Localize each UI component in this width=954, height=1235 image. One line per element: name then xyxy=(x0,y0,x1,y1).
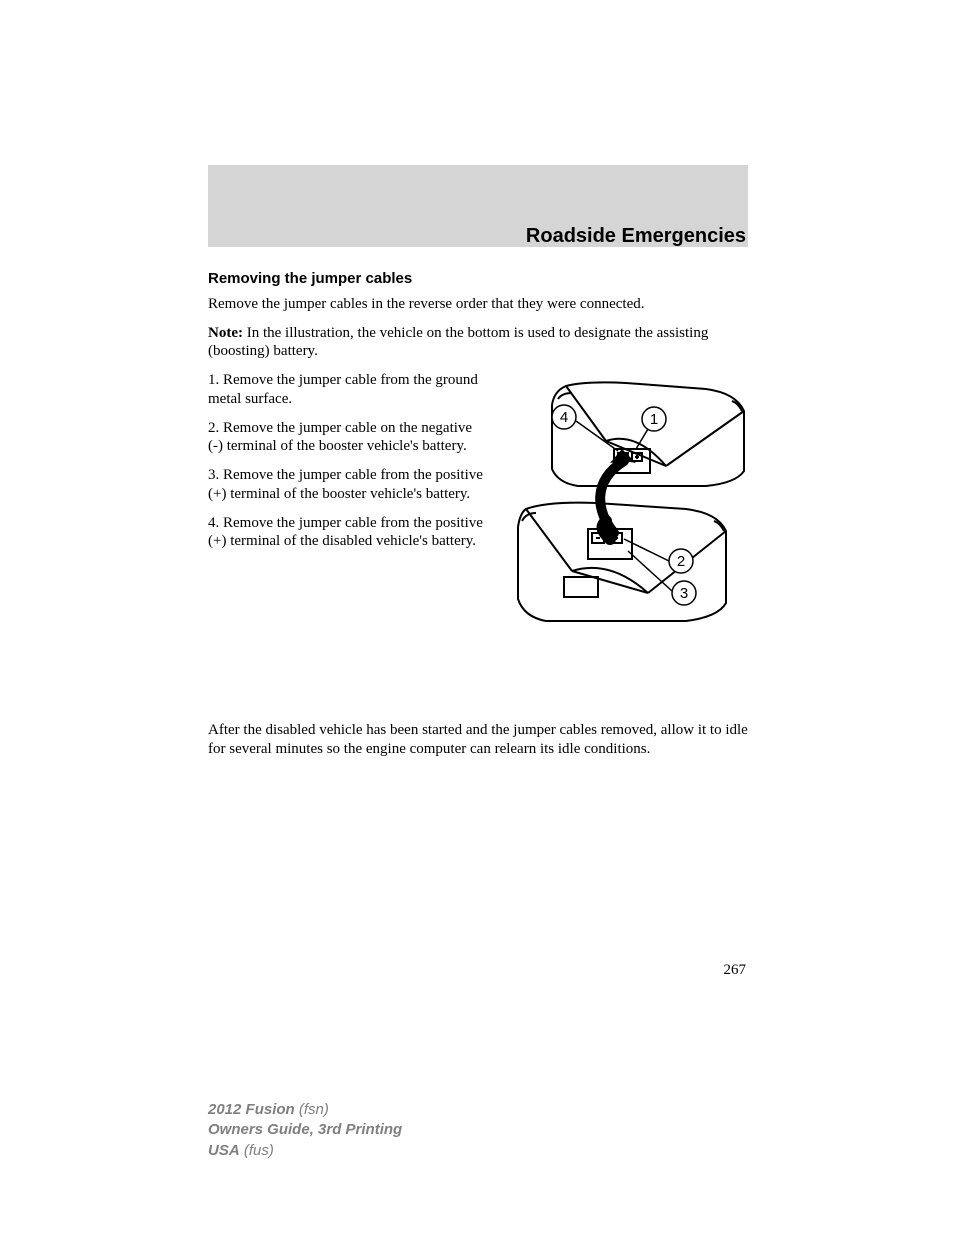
step-3: 3. Remove the jumper cable from the posi… xyxy=(208,466,488,504)
footer-region: USA xyxy=(208,1142,240,1159)
footer-guide: Owners Guide, 3rd Printing xyxy=(208,1121,402,1138)
footer-model-code: (fsn) xyxy=(295,1101,329,1118)
step-1: 1. Remove the jumper cable from the grou… xyxy=(208,371,488,409)
section-subheading: Removing the jumper cables xyxy=(208,270,748,289)
two-column-region: 1. Remove the jumper cable from the grou… xyxy=(208,371,748,631)
step-4: 4. Remove the jumper cable from the posi… xyxy=(208,514,488,552)
footer-line-2: Owners Guide, 3rd Printing xyxy=(208,1120,402,1140)
svg-text:2: 2 xyxy=(677,553,685,570)
footer-model: 2012 Fusion xyxy=(208,1101,295,1118)
page-number: 267 xyxy=(724,962,747,979)
steps-column: 1. Remove the jumper cable from the grou… xyxy=(208,371,488,631)
footer-line-1: 2012 Fusion (fsn) xyxy=(208,1100,402,1120)
svg-text:1: 1 xyxy=(650,411,658,428)
jumper-cable-diagram: 4 1 2 3 xyxy=(506,371,746,631)
note-label: Note: xyxy=(208,325,243,341)
diagram-column: 4 1 2 3 xyxy=(506,371,748,631)
page-content: Removing the jumper cables Remove the ju… xyxy=(208,270,748,769)
chapter-title: Roadside Emergencies xyxy=(526,225,746,248)
footer-block: 2012 Fusion (fsn) Owners Guide, 3rd Prin… xyxy=(208,1100,402,1161)
after-paragraph: After the disabled vehicle has been star… xyxy=(208,721,748,759)
svg-text:4: 4 xyxy=(560,409,568,426)
footer-line-3: USA (fus) xyxy=(208,1141,402,1161)
note-paragraph: Note: In the illustration, the vehicle o… xyxy=(208,324,748,362)
svg-text:3: 3 xyxy=(680,585,688,602)
note-text: In the illustration, the vehicle on the … xyxy=(208,325,708,360)
footer-region-code: (fus) xyxy=(240,1142,274,1159)
intro-paragraph: Remove the jumper cables in the reverse … xyxy=(208,295,748,314)
step-2: 2. Remove the jumper cable on the negati… xyxy=(208,419,488,457)
